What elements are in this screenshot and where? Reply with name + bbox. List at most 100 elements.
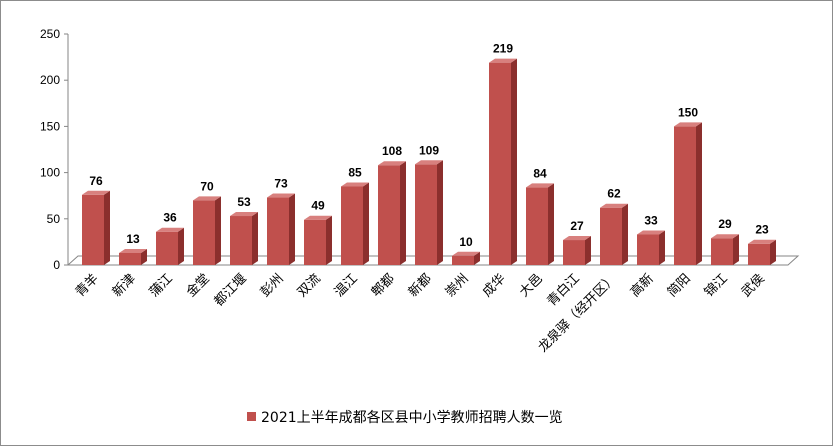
bar-side bbox=[437, 160, 443, 265]
bar-top bbox=[526, 183, 554, 188]
bar bbox=[304, 215, 332, 265]
bar bbox=[452, 251, 480, 265]
x-tick-label: 新津 bbox=[109, 271, 139, 301]
bar-top bbox=[230, 212, 258, 217]
bar bbox=[341, 182, 369, 265]
data-label: 10 bbox=[459, 235, 473, 249]
bar-top bbox=[563, 236, 591, 241]
data-label: 36 bbox=[163, 211, 177, 225]
data-label: 27 bbox=[570, 219, 584, 233]
bar-top bbox=[267, 193, 295, 198]
bar-side bbox=[474, 251, 480, 265]
bar-top bbox=[82, 190, 110, 195]
bar-side bbox=[770, 239, 776, 265]
bar-side bbox=[178, 227, 184, 265]
x-tick-label: 新都 bbox=[405, 271, 435, 301]
bar-front bbox=[304, 219, 326, 265]
bar-side bbox=[585, 236, 591, 265]
bar bbox=[119, 248, 147, 265]
data-label: 84 bbox=[533, 166, 547, 180]
bar-top bbox=[600, 203, 628, 208]
bar-front bbox=[637, 234, 659, 265]
bar-side bbox=[104, 190, 110, 265]
x-tick-label: 青羊 bbox=[72, 271, 102, 301]
legend: 2021上半年成都各区县中小学教师招聘人数一览 bbox=[247, 410, 563, 426]
x-tick-label: 成华 bbox=[480, 271, 509, 300]
bar-front bbox=[489, 62, 511, 266]
x-tick-label: 都江堰 bbox=[212, 271, 250, 309]
bar-side bbox=[400, 161, 406, 265]
bar-top bbox=[415, 160, 443, 165]
data-label: 62 bbox=[607, 187, 621, 201]
data-label: 150 bbox=[678, 105, 698, 119]
bar bbox=[82, 190, 110, 265]
bar bbox=[711, 234, 739, 265]
x-tick-label: 金堂 bbox=[183, 271, 213, 301]
bar-front bbox=[82, 194, 104, 265]
bar-front bbox=[563, 240, 585, 265]
bar-side bbox=[696, 122, 702, 266]
bar-front bbox=[748, 243, 770, 265]
y-tick-label: 0 bbox=[53, 258, 60, 272]
y-tick-label: 100 bbox=[40, 166, 60, 180]
bar-front bbox=[674, 126, 696, 266]
x-tick-label: 彭州 bbox=[258, 271, 287, 300]
bar bbox=[415, 160, 443, 265]
bar-front bbox=[156, 231, 178, 265]
bar-top bbox=[489, 58, 517, 63]
data-label: 76 bbox=[89, 174, 103, 188]
data-label: 29 bbox=[718, 217, 732, 231]
bar-front bbox=[415, 164, 437, 265]
x-tick-label: 郫都 bbox=[368, 271, 398, 301]
data-label: 13 bbox=[126, 232, 140, 246]
bar-top bbox=[156, 227, 184, 232]
legend-swatch bbox=[247, 412, 256, 421]
legend-label: 2021上半年成都各区县中小学教师招聘人数一览 bbox=[261, 410, 563, 426]
data-label: 109 bbox=[419, 143, 439, 157]
x-tick-label: 双流 bbox=[295, 271, 324, 300]
y-tick-label: 250 bbox=[40, 27, 60, 41]
bar-top bbox=[341, 182, 369, 187]
bar-top bbox=[748, 239, 776, 244]
bar-front bbox=[378, 165, 400, 265]
bar-side bbox=[252, 212, 258, 265]
bar-front bbox=[267, 197, 289, 265]
bar-top bbox=[378, 161, 406, 166]
x-tick-label: 大邑 bbox=[517, 271, 546, 300]
bar bbox=[748, 239, 776, 265]
bar-side bbox=[215, 196, 221, 265]
data-label: 23 bbox=[755, 223, 769, 237]
bar bbox=[378, 161, 406, 265]
bar bbox=[193, 196, 221, 265]
bar bbox=[600, 203, 628, 265]
bar bbox=[526, 183, 554, 265]
x-tick-label: 崇州 bbox=[443, 271, 472, 300]
bar-top bbox=[637, 230, 665, 235]
bar-front bbox=[119, 252, 141, 265]
bar-top bbox=[674, 122, 702, 127]
bar-side bbox=[141, 248, 147, 265]
x-tick-label: 高新 bbox=[627, 271, 657, 301]
y-tick-label: 150 bbox=[40, 119, 60, 133]
bar-side bbox=[363, 182, 369, 265]
data-label: 108 bbox=[382, 144, 402, 158]
bar-top bbox=[119, 248, 147, 253]
bar-top bbox=[711, 234, 739, 239]
bar-front bbox=[193, 200, 215, 265]
bar bbox=[489, 58, 517, 266]
bar-side bbox=[548, 183, 554, 265]
bar bbox=[267, 193, 295, 265]
x-tick-label: 锦江 bbox=[702, 271, 731, 300]
x-tick-label: 武侯 bbox=[739, 271, 768, 300]
y-tick-label: 200 bbox=[40, 73, 60, 87]
bar-front bbox=[600, 207, 622, 265]
bar bbox=[637, 230, 665, 265]
data-label: 70 bbox=[200, 179, 214, 193]
bar bbox=[563, 236, 591, 265]
bar-top bbox=[452, 251, 480, 256]
y-tick-label: 50 bbox=[47, 212, 61, 226]
data-label: 53 bbox=[237, 195, 251, 209]
bar-front bbox=[452, 255, 474, 265]
x-tick-label: 温江 bbox=[332, 271, 361, 300]
